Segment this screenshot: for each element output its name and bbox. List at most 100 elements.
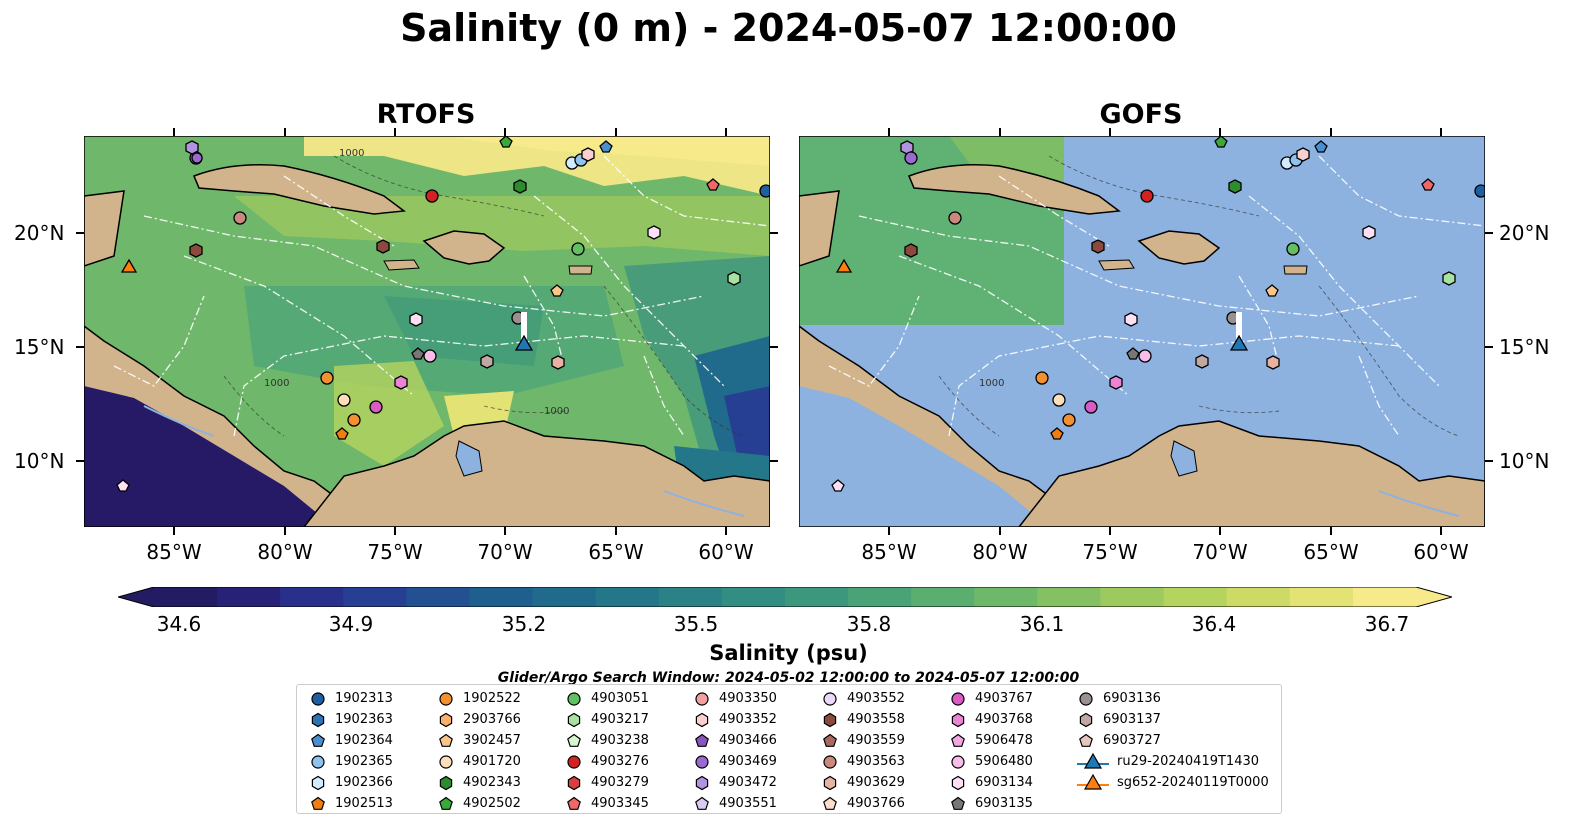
legend-item: 4903558 <box>821 709 905 730</box>
lon-tick-label: 60°W <box>698 540 754 564</box>
legend-label: ru29-20240419T1430 <box>1117 754 1260 769</box>
lat-tick-label: 20°N <box>1499 221 1550 245</box>
colorbar-segment <box>595 587 660 607</box>
map-gofs: 1000 <box>799 136 1485 527</box>
circle-marker-icon <box>823 754 837 769</box>
legend-item: ru29-20240419T1430 <box>1077 751 1259 772</box>
colorbar-segment <box>848 587 912 607</box>
legend-item: 1902522 <box>437 688 521 709</box>
lat-tick-label: 15°N <box>1499 335 1550 359</box>
glider-marker-icon <box>1077 773 1109 790</box>
circle-marker-icon <box>311 691 325 706</box>
pentagon-marker-icon <box>823 733 837 747</box>
colorbar-segment <box>1352 587 1417 607</box>
pentagon-marker-icon <box>567 796 581 810</box>
legend-item: 4903766 <box>821 793 905 814</box>
legend-item: sg652-20240119T0000 <box>1077 772 1269 793</box>
hexagon-marker-icon <box>695 712 709 727</box>
legend-label: 5906478 <box>975 733 1033 748</box>
legend-label: 4903629 <box>847 775 905 790</box>
hexagon-marker-icon <box>311 712 325 727</box>
legend-label: 4903469 <box>719 754 777 769</box>
legend-item: 4903238 <box>565 730 649 751</box>
pentagon-marker-icon <box>695 733 709 747</box>
legend-label: 4903217 <box>591 712 649 727</box>
circle-marker-icon <box>1079 691 1093 706</box>
legend-item: 4903350 <box>693 688 777 709</box>
pentagon-marker-icon <box>823 796 837 810</box>
legend-label: 4903563 <box>847 754 905 769</box>
colorbar-segment <box>974 587 1038 607</box>
legend-item: 4903279 <box>565 772 649 793</box>
hexagon-marker-icon <box>567 775 581 790</box>
legend-label: 4903559 <box>847 733 905 748</box>
legend-item: 3902457 <box>437 730 521 751</box>
legend-item: 4903276 <box>565 751 649 772</box>
legend-label: 2903766 <box>463 712 521 727</box>
colorbar-segment <box>1163 587 1228 607</box>
legend-item: 4903768 <box>949 709 1033 730</box>
panel-title-gofs: GOFS <box>1099 99 1183 130</box>
legend-item: 4903559 <box>821 730 905 751</box>
legend-label: 6903134 <box>975 775 1033 790</box>
circle-marker-icon <box>823 691 837 706</box>
legend-item: 4902502 <box>437 793 521 814</box>
lat-tick-label: 20°N <box>14 221 65 245</box>
legend-item: 2903766 <box>437 709 521 730</box>
colorbar-label: Salinity (psu) <box>709 641 868 665</box>
hexagon-marker-icon <box>823 712 837 727</box>
legend-label: 4903279 <box>591 775 649 790</box>
lon-tick-label: 85°W <box>861 540 917 564</box>
glider-marker-icon <box>1077 752 1109 769</box>
legend-item: 6903136 <box>1077 688 1161 709</box>
legend-label: 4903767 <box>975 691 1033 706</box>
legend-label: 1902513 <box>335 796 393 811</box>
lon-tick-label: 70°W <box>477 540 533 564</box>
axis-ticks <box>76 128 1493 535</box>
legend-label: 4903558 <box>847 712 905 727</box>
legend-item: 1902366 <box>309 772 393 793</box>
legend-item: 4903563 <box>821 751 905 772</box>
lon-tick-label: 65°W <box>588 540 644 564</box>
pentagon-marker-icon <box>311 796 325 810</box>
colorbar-segment <box>469 587 534 607</box>
search-window-text: Glider/Argo Search Window: 2024-05-02 12… <box>497 670 1080 686</box>
lat-tick-label: 10°N <box>14 449 65 473</box>
hexagon-marker-icon <box>823 775 837 790</box>
legend-label: 1902365 <box>335 754 393 769</box>
lon-tick-label: 65°W <box>1303 540 1359 564</box>
colorbar-segment <box>1037 587 1101 607</box>
legend-label: 4901720 <box>463 754 521 769</box>
figure-title: Salinity (0 m) - 2024-05-07 12:00:00 <box>400 6 1177 50</box>
colorbar-segment <box>280 587 344 607</box>
legend-item: 5906480 <box>949 751 1033 772</box>
colorbar-segment <box>1289 587 1354 607</box>
legend-item: 4903466 <box>693 730 777 751</box>
legend-label: 1902366 <box>335 775 393 790</box>
legend-label: 4903551 <box>719 796 777 811</box>
legend-label: 4903238 <box>591 733 649 748</box>
hexagon-marker-icon <box>567 712 581 727</box>
legend: 1902313 1902363 1902364 1902365 1902366 19025… <box>296 684 1282 814</box>
legend-item: 6903134 <box>949 772 1033 793</box>
legend-label: 1902522 <box>463 691 521 706</box>
legend-label: 4902502 <box>463 796 521 811</box>
legend-item: 4903551 <box>693 793 777 814</box>
hexagon-marker-icon <box>1079 712 1093 727</box>
pentagon-marker-icon <box>567 733 581 747</box>
legend-item: 4903352 <box>693 709 777 730</box>
hexagon-marker-icon <box>695 775 709 790</box>
map-rtofs: 1000 1000 1000 <box>84 136 770 527</box>
legend-label: 4903051 <box>591 691 649 706</box>
legend-label: 6903727 <box>1103 733 1161 748</box>
pentagon-marker-icon <box>951 796 965 810</box>
colorbar-tick-label: 36.1 <box>1019 612 1065 636</box>
legend-item: 6903135 <box>949 793 1033 814</box>
lon-tick-label: 75°W <box>367 540 423 564</box>
legend-label: 4903766 <box>847 796 905 811</box>
contour-label: 1000 <box>339 148 364 159</box>
circle-marker-icon <box>439 754 453 769</box>
circle-marker-icon <box>567 754 581 769</box>
panel-title-rtofs: RTOFS <box>376 99 476 130</box>
legend-item: 1902364 <box>309 730 393 751</box>
